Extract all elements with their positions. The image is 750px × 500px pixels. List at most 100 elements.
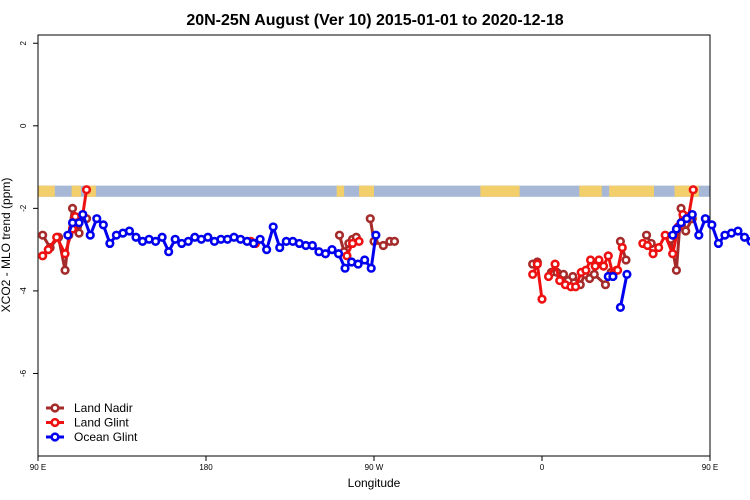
x-tick-label: 90 E bbox=[702, 463, 718, 472]
land-glint-point bbox=[81, 185, 92, 195]
ocean-glint-point bbox=[262, 245, 272, 255]
land-glint-point bbox=[642, 240, 653, 251]
chart-title: 20N-25N August (Ver 10) 2015-01-01 to 20… bbox=[186, 12, 563, 29]
land-glint-point bbox=[660, 230, 670, 240]
land-glint-point bbox=[532, 259, 542, 269]
land-nadir-point bbox=[67, 203, 78, 213]
land-glint-point bbox=[550, 259, 560, 269]
ocean-glint-point bbox=[307, 240, 318, 251]
ocean-glint-point bbox=[333, 249, 344, 259]
series-layer bbox=[38, 185, 750, 313]
land-patch bbox=[579, 185, 602, 197]
ocean-glint-point bbox=[668, 230, 678, 240]
land-nadir-point bbox=[74, 228, 84, 238]
ocean-glint-point bbox=[327, 245, 337, 255]
land-nadir-point bbox=[558, 269, 569, 279]
land-glint-line bbox=[531, 262, 544, 300]
land-patch bbox=[674, 185, 699, 197]
y-tick-label: -6 bbox=[19, 369, 28, 377]
land-nadir-point bbox=[641, 230, 652, 240]
legend-marker-ocean-glint bbox=[50, 432, 60, 442]
ocean-glint-point bbox=[268, 222, 278, 232]
land-glint-point bbox=[648, 249, 658, 259]
ocean-glint-point bbox=[183, 236, 193, 246]
ocean-glint-point bbox=[98, 220, 108, 230]
ocean-glint-series bbox=[63, 209, 750, 313]
ocean-glint-point bbox=[733, 226, 743, 236]
land-patch bbox=[71, 185, 81, 197]
legend-label-ocean-glint: Ocean Glint bbox=[74, 430, 138, 444]
land-glint-point bbox=[528, 269, 538, 279]
land-nadir-series bbox=[38, 203, 697, 290]
land-glint-point bbox=[555, 275, 565, 286]
land-nadir-point bbox=[671, 265, 682, 275]
y-axis-title: XCO2 - MLO trend (ppm) bbox=[0, 178, 13, 313]
land-glint-point bbox=[342, 251, 352, 261]
land-nadir-point bbox=[621, 255, 631, 265]
land-glint-point bbox=[612, 265, 623, 275]
ocean-glint-point bbox=[739, 232, 750, 242]
y-tick-label: 0 bbox=[19, 123, 28, 128]
y-tick-label: -4 bbox=[19, 287, 28, 295]
land-patch bbox=[38, 185, 55, 197]
ocean-glint-point bbox=[164, 247, 174, 257]
legend-label-land-nadir: Land Nadir bbox=[74, 401, 133, 415]
land-patch bbox=[609, 185, 654, 197]
land-glint-point bbox=[603, 251, 613, 261]
legend-marker-land-nadir bbox=[50, 403, 60, 413]
land-glint-point bbox=[598, 261, 609, 271]
y-tick-label: -2 bbox=[19, 204, 28, 212]
land-nadir-point bbox=[568, 271, 578, 282]
legend-label-land-glint: Land Glint bbox=[74, 416, 129, 430]
ocean-glint-point bbox=[707, 220, 717, 230]
land-patch bbox=[86, 185, 96, 197]
ocean-glint-point bbox=[713, 238, 724, 249]
land-nadir-point bbox=[589, 269, 599, 279]
ocean-glint-point bbox=[700, 214, 710, 224]
ocean-glint-point bbox=[671, 224, 682, 234]
land-nadir-point bbox=[365, 214, 375, 224]
land-patch bbox=[480, 185, 520, 197]
ocean-glint-point bbox=[249, 238, 259, 249]
land-glint-point bbox=[581, 265, 591, 275]
land-nadir-point bbox=[38, 230, 48, 240]
ocean-glint-point bbox=[124, 226, 135, 236]
land-glint-point bbox=[60, 249, 70, 259]
ocean-glint-point bbox=[371, 230, 381, 240]
ocean-glint-point bbox=[105, 238, 115, 249]
land-glint-point bbox=[52, 232, 62, 242]
land-glint-point bbox=[594, 255, 604, 265]
land-glint-series bbox=[38, 185, 698, 304]
ocean-glint-point bbox=[85, 230, 95, 240]
ocean-glint-point bbox=[131, 232, 141, 242]
x-tick-label: 180 bbox=[199, 463, 213, 472]
land-nadir-point bbox=[600, 280, 611, 290]
x-tick-label: 0 bbox=[540, 463, 545, 472]
land-nadir-point bbox=[378, 240, 388, 251]
ocean-glint-point bbox=[687, 209, 697, 220]
ocean-glint-point bbox=[63, 230, 73, 240]
land-glint-point bbox=[43, 245, 53, 255]
land-glint-point bbox=[654, 242, 664, 253]
ocean-glint-point bbox=[255, 234, 265, 244]
land-nadir-point bbox=[681, 226, 691, 236]
x-axis-title: Longitude bbox=[348, 476, 401, 490]
ocean-glint-point bbox=[151, 236, 161, 246]
ocean-glint-point bbox=[353, 259, 363, 269]
y-tick-label: 2 bbox=[19, 40, 28, 45]
land-glint-point bbox=[585, 255, 596, 265]
ocean-glint-point bbox=[320, 249, 331, 259]
land-nadir-point bbox=[60, 265, 70, 275]
land-glint-point bbox=[590, 261, 600, 271]
land-patch bbox=[336, 185, 345, 197]
land-glint-point bbox=[537, 294, 547, 304]
land-nadir-point bbox=[389, 236, 400, 246]
land-glint-point bbox=[38, 251, 48, 261]
ocean-glint-point bbox=[615, 302, 626, 313]
land-patch bbox=[359, 185, 374, 197]
ocean-glint-point bbox=[676, 218, 686, 228]
x-axis: 90 E 180 90 W 0 90 E bbox=[30, 456, 718, 472]
land-glint-point bbox=[570, 282, 581, 292]
ocean-glint-point bbox=[682, 214, 692, 224]
land-ocean-map-strip bbox=[38, 185, 710, 197]
